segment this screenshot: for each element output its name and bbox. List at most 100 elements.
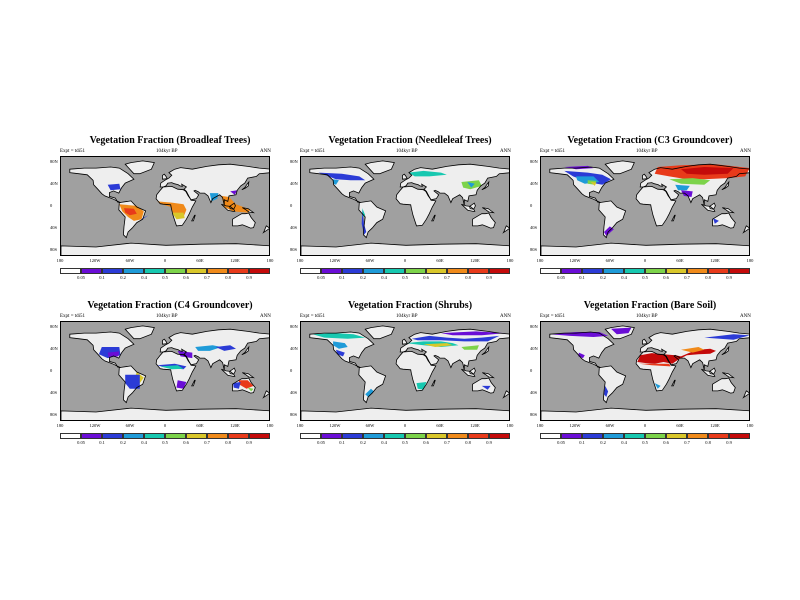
vegetation-fraction-region	[195, 345, 222, 351]
longitude-label: 120E	[230, 423, 240, 428]
vegetation-fraction-region	[423, 343, 453, 347]
experiment-label: Expt = tdi51	[300, 149, 326, 154]
coastline	[402, 173, 408, 180]
colorbar-tick-label: 0.05	[317, 275, 325, 280]
coastline	[229, 367, 236, 375]
colorbar-swatch	[687, 433, 708, 439]
colorbar-tick-label: 0.5	[402, 275, 408, 280]
colorbar-swatch	[426, 433, 447, 439]
season-label: ANN	[260, 314, 271, 319]
land-newguinea	[722, 372, 734, 378]
vegetation-fraction-region	[639, 363, 671, 367]
coastline	[118, 365, 147, 404]
colorbar-swatch	[708, 268, 729, 274]
coastline	[742, 390, 749, 399]
coastline	[61, 407, 269, 420]
colorbar-swatch	[687, 268, 708, 274]
land-africa	[636, 186, 676, 226]
land-indonesia	[461, 204, 475, 212]
land-borneo	[709, 368, 716, 375]
panel-title: Vegetation Fraction (Broadleaf Trees)	[89, 135, 251, 146]
coastline	[469, 367, 476, 375]
time-label: 104kyr BP	[636, 149, 658, 154]
longitude-label: 60E	[436, 258, 444, 263]
vegetation-fraction-region	[107, 183, 121, 191]
coastline	[502, 390, 509, 399]
coastline	[461, 203, 476, 212]
land-britain	[162, 339, 168, 345]
colorbar	[300, 433, 510, 439]
colorbar-tick-label: 0.05	[557, 440, 565, 445]
land-britain	[642, 174, 648, 180]
colorbar-swatch	[81, 268, 102, 274]
land-eurasia	[160, 329, 269, 371]
coastline	[232, 212, 256, 229]
colorbar-tick-label: 0.1	[339, 275, 345, 280]
coastline	[241, 180, 250, 191]
vegetation-fraction-region	[675, 184, 690, 191]
colorbar-tick-label: 0.9	[246, 275, 252, 280]
colorbar-swatch	[123, 433, 144, 439]
coastline	[124, 160, 155, 175]
land-eurasia	[160, 164, 269, 206]
longitude-label: 0	[403, 423, 407, 428]
colorbar-tick-label: 0.5	[162, 275, 168, 280]
coastline	[604, 325, 635, 340]
coastline	[191, 379, 196, 387]
longitude-label: 60E	[676, 423, 684, 428]
longitude-label: 60E	[196, 423, 204, 428]
coastline	[639, 328, 749, 371]
colorbar-tick-label: 0.05	[317, 440, 325, 445]
land-indonesia	[701, 369, 715, 377]
longitude-label: 60E	[196, 258, 204, 263]
longitude-label: 180	[56, 258, 64, 263]
land-nz	[503, 225, 509, 233]
map-panel: Vegetation Fraction (Bare Soil) Expt = td…	[530, 300, 780, 460]
land-samerica	[358, 365, 386, 403]
colorbar-tick-label: 0.4	[381, 275, 387, 280]
colorbar-tick-label: 0.1	[579, 275, 585, 280]
land-newguinea	[242, 372, 254, 378]
land-africa	[396, 186, 436, 226]
latitude-label: 0	[290, 203, 293, 208]
colorbar-swatch	[645, 268, 666, 274]
coastline	[598, 200, 627, 239]
coastline	[358, 365, 387, 404]
latitude-label: 40N	[290, 345, 298, 351]
coastline	[482, 207, 495, 214]
colorbar-swatch	[489, 268, 510, 274]
coastline	[242, 207, 255, 214]
panel-title: Vegetation Fraction (C4 Groundcover)	[87, 300, 253, 311]
coastline	[399, 163, 509, 206]
colorbar-swatch	[102, 268, 123, 274]
land-britain	[402, 174, 408, 180]
vegetation-fraction-region	[247, 387, 254, 392]
coastline	[701, 368, 716, 377]
coastline	[722, 372, 735, 379]
latitude-label: 0	[50, 203, 53, 208]
coastline	[635, 185, 677, 227]
land-newguinea	[722, 207, 734, 213]
longitude-label: 60W	[125, 423, 135, 428]
colorbar	[300, 268, 510, 274]
coastline	[431, 379, 436, 387]
coastline	[635, 350, 677, 392]
land-antarctica	[61, 408, 269, 420]
latitude-label: 80N	[530, 158, 538, 164]
land-antarctica	[541, 243, 749, 255]
coastline	[742, 225, 749, 234]
vegetation-fraction-region	[411, 335, 500, 342]
colorbar-swatch	[582, 268, 603, 274]
colorbar-tick-label: 0.1	[339, 440, 345, 445]
colorbar-swatch	[729, 433, 750, 439]
colorbar-tick-label: 0.2	[600, 275, 606, 280]
latitude-label: 40S	[290, 390, 298, 396]
latitude-label: 40S	[50, 390, 58, 396]
coastline	[541, 242, 749, 255]
longitude-label: 60W	[605, 423, 615, 428]
coastline	[155, 350, 197, 392]
colorbar-tick-label: 0.6	[423, 440, 429, 445]
longitude-label: 0	[163, 258, 167, 263]
colorbar-tick-label: 0.9	[486, 275, 492, 280]
coastline	[262, 225, 269, 234]
